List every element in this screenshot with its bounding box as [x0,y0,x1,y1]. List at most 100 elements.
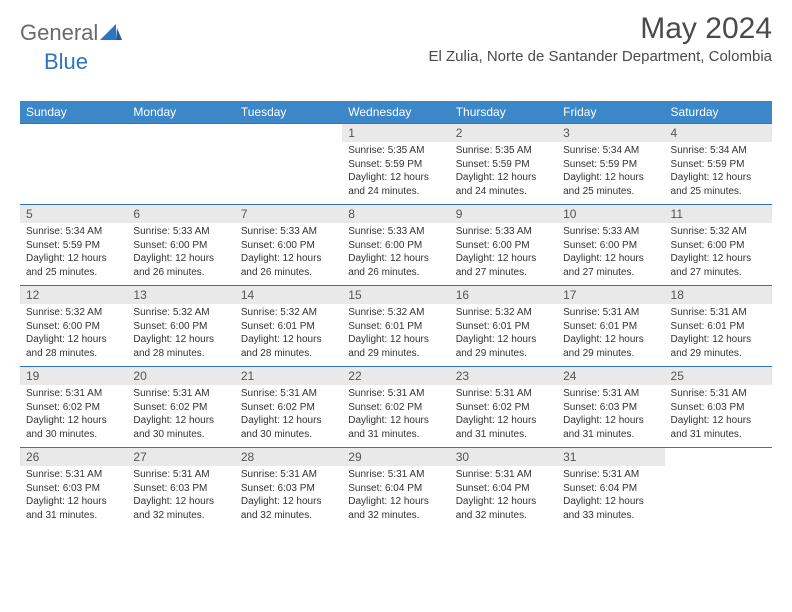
day-detail-line: and 26 minutes. [348,266,443,280]
day-detail-cell: Sunrise: 5:32 AMSunset: 6:01 PMDaylight:… [342,304,449,367]
day-detail-line: Daylight: 12 hours [671,171,766,185]
day-number-cell: 27 [127,448,234,467]
day-detail-line: Sunrise: 5:31 AM [348,468,443,482]
day-detail-cell: Sunrise: 5:31 AMSunset: 6:02 PMDaylight:… [127,385,234,448]
day-detail-cell: Sunrise: 5:31 AMSunset: 6:01 PMDaylight:… [665,304,772,367]
day-detail-line: Sunrise: 5:32 AM [348,306,443,320]
day-detail-cell: Sunrise: 5:31 AMSunset: 6:01 PMDaylight:… [557,304,664,367]
day-detail-cell: Sunrise: 5:34 AMSunset: 5:59 PMDaylight:… [557,142,664,205]
day-detail-line: Daylight: 12 hours [671,333,766,347]
day-detail-cell: Sunrise: 5:31 AMSunset: 6:03 PMDaylight:… [235,466,342,528]
day-detail-line: Sunrise: 5:33 AM [241,225,336,239]
day-number-cell [235,124,342,143]
day-number-cell: 5 [20,205,127,224]
day-detail-line: Sunrise: 5:31 AM [348,387,443,401]
day-number-cell: 31 [557,448,664,467]
day-detail-line: and 29 minutes. [348,347,443,361]
day-detail-cell: Sunrise: 5:33 AMSunset: 6:00 PMDaylight:… [557,223,664,286]
day-detail-line: Sunset: 6:00 PM [563,239,658,253]
day-header-wednesday: Wednesday [342,101,449,124]
day-detail-line: Daylight: 12 hours [241,414,336,428]
day-detail-line: and 30 minutes. [241,428,336,442]
day-detail-line: Sunrise: 5:31 AM [26,468,121,482]
day-number-cell: 2 [450,124,557,143]
day-detail-cell: Sunrise: 5:34 AMSunset: 5:59 PMDaylight:… [665,142,772,205]
day-detail-cell [665,466,772,528]
day-detail-line: and 32 minutes. [456,509,551,523]
day-detail-line: Sunset: 6:03 PM [671,401,766,415]
day-detail-line: Sunrise: 5:35 AM [456,144,551,158]
day-detail-line: Daylight: 12 hours [133,252,228,266]
day-detail-cell: Sunrise: 5:32 AMSunset: 6:00 PMDaylight:… [665,223,772,286]
day-detail-line: Sunset: 6:01 PM [348,320,443,334]
day-number-cell: 19 [20,367,127,386]
day-detail-cell: Sunrise: 5:31 AMSunset: 6:03 PMDaylight:… [665,385,772,448]
week-detail-row: Sunrise: 5:31 AMSunset: 6:03 PMDaylight:… [20,466,772,528]
day-detail-line: and 31 minutes. [563,428,658,442]
day-detail-cell: Sunrise: 5:31 AMSunset: 6:02 PMDaylight:… [450,385,557,448]
day-detail-line: Sunrise: 5:35 AM [348,144,443,158]
day-detail-line: Sunset: 6:02 PM [241,401,336,415]
day-detail-line: Daylight: 12 hours [348,414,443,428]
day-detail-line: Daylight: 12 hours [26,252,121,266]
day-detail-line: Daylight: 12 hours [241,252,336,266]
day-detail-cell: Sunrise: 5:31 AMSunset: 6:04 PMDaylight:… [450,466,557,528]
day-detail-line: and 30 minutes. [26,428,121,442]
week-daynum-row: 262728293031 [20,448,772,467]
day-detail-line: and 30 minutes. [133,428,228,442]
day-detail-cell: Sunrise: 5:35 AMSunset: 5:59 PMDaylight:… [450,142,557,205]
day-detail-line: Sunset: 6:00 PM [241,239,336,253]
day-number-cell: 24 [557,367,664,386]
day-detail-line: Daylight: 12 hours [563,414,658,428]
day-detail-cell: Sunrise: 5:33 AMSunset: 6:00 PMDaylight:… [127,223,234,286]
day-detail-line: and 29 minutes. [456,347,551,361]
day-detail-line: Sunrise: 5:32 AM [671,225,766,239]
day-detail-line: Sunrise: 5:32 AM [133,306,228,320]
day-detail-line: Sunset: 6:00 PM [348,239,443,253]
day-detail-line: and 28 minutes. [241,347,336,361]
day-number-cell: 13 [127,286,234,305]
day-detail-line: Daylight: 12 hours [26,333,121,347]
day-detail-line: Sunrise: 5:32 AM [241,306,336,320]
day-detail-line: Sunset: 6:03 PM [133,482,228,496]
brand-triangle-icon [100,22,122,45]
day-detail-line: Sunset: 6:04 PM [456,482,551,496]
day-detail-line: Sunset: 6:02 PM [348,401,443,415]
day-detail-cell: Sunrise: 5:33 AMSunset: 6:00 PMDaylight:… [235,223,342,286]
day-detail-cell: Sunrise: 5:31 AMSunset: 6:03 PMDaylight:… [20,466,127,528]
day-number-cell: 25 [665,367,772,386]
day-detail-line: Daylight: 12 hours [563,252,658,266]
day-number-cell: 26 [20,448,127,467]
day-detail-line: Sunrise: 5:31 AM [133,468,228,482]
day-detail-line: Sunrise: 5:31 AM [563,468,658,482]
day-header-sunday: Sunday [20,101,127,124]
brand-text-general: General [20,20,98,46]
day-detail-line: Sunset: 5:59 PM [456,158,551,172]
brand-text-blue: Blue [44,49,88,74]
brand-logo: General [20,12,124,46]
day-detail-line: Daylight: 12 hours [563,495,658,509]
week-detail-row: Sunrise: 5:35 AMSunset: 5:59 PMDaylight:… [20,142,772,205]
day-detail-line: and 28 minutes. [133,347,228,361]
day-detail-line: Daylight: 12 hours [241,333,336,347]
day-detail-line: Daylight: 12 hours [456,495,551,509]
day-detail-line: Sunrise: 5:32 AM [456,306,551,320]
day-number-cell: 7 [235,205,342,224]
week-detail-row: Sunrise: 5:31 AMSunset: 6:02 PMDaylight:… [20,385,772,448]
day-detail-line: Sunrise: 5:34 AM [26,225,121,239]
day-detail-line: and 27 minutes. [456,266,551,280]
day-detail-line: Daylight: 12 hours [241,495,336,509]
day-number-cell: 16 [450,286,557,305]
day-detail-line: Daylight: 12 hours [26,495,121,509]
day-detail-line: and 31 minutes. [671,428,766,442]
day-detail-line: Sunset: 5:59 PM [26,239,121,253]
day-detail-line: Daylight: 12 hours [348,333,443,347]
day-detail-cell: Sunrise: 5:35 AMSunset: 5:59 PMDaylight:… [342,142,449,205]
day-detail-line: and 32 minutes. [241,509,336,523]
week-daynum-row: 12131415161718 [20,286,772,305]
day-detail-line: Sunrise: 5:31 AM [456,468,551,482]
calendar-body: 1234Sunrise: 5:35 AMSunset: 5:59 PMDayli… [20,124,772,529]
day-detail-line: Sunrise: 5:31 AM [133,387,228,401]
day-number-cell [20,124,127,143]
week-detail-row: Sunrise: 5:34 AMSunset: 5:59 PMDaylight:… [20,223,772,286]
